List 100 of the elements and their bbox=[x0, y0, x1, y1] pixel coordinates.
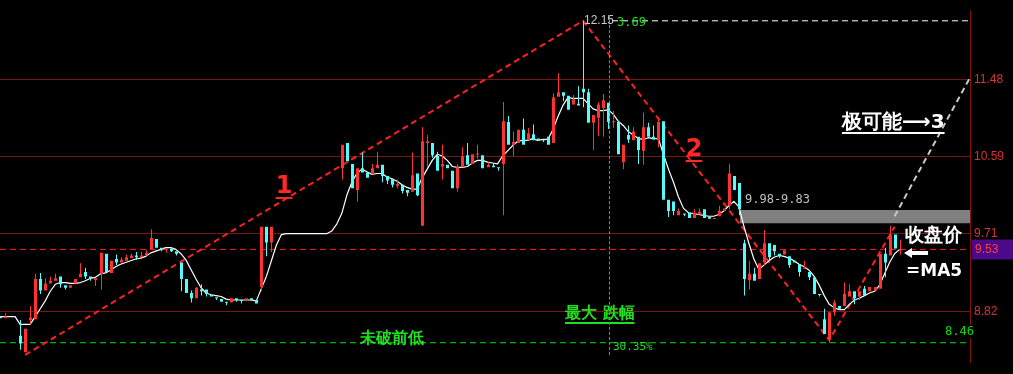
candlestick bbox=[456, 163, 459, 192]
candlestick bbox=[19, 320, 22, 350]
candlestick bbox=[894, 234, 897, 249]
candlestick bbox=[693, 209, 696, 218]
candlestick bbox=[868, 286, 871, 292]
candlestick bbox=[371, 163, 374, 175]
candlestick bbox=[748, 260, 751, 290]
candlestick bbox=[512, 131, 515, 157]
candlestick bbox=[356, 168, 359, 202]
candlestick bbox=[567, 95, 570, 110]
candlestick bbox=[396, 179, 399, 189]
candlestick bbox=[698, 208, 701, 215]
candlestick bbox=[451, 170, 454, 189]
candlestick bbox=[879, 253, 882, 289]
candlestick bbox=[552, 93, 555, 143]
candlestick bbox=[874, 286, 877, 291]
candlestick bbox=[376, 151, 379, 169]
candlestick bbox=[391, 178, 394, 188]
y-tick-label: 8.82 bbox=[974, 303, 998, 318]
candlestick bbox=[773, 245, 776, 256]
candlestick bbox=[848, 284, 851, 297]
candlestick bbox=[49, 276, 52, 284]
candlestick bbox=[853, 291, 856, 305]
candlestick bbox=[165, 248, 168, 253]
candlestick bbox=[225, 301, 228, 306]
candlestick bbox=[74, 279, 77, 284]
candlestick bbox=[718, 205, 721, 217]
candlestick bbox=[426, 135, 429, 167]
candlestick bbox=[723, 208, 726, 211]
y-tick-label: 10.59 bbox=[974, 149, 1005, 164]
candlestick bbox=[351, 163, 354, 189]
candlestick bbox=[120, 257, 123, 263]
candlestick bbox=[215, 297, 218, 300]
candlestick bbox=[602, 94, 605, 137]
candlestick bbox=[813, 277, 816, 294]
candlestick bbox=[572, 94, 575, 105]
candlestick bbox=[753, 267, 756, 281]
candlestick bbox=[497, 167, 500, 171]
candlestick bbox=[64, 285, 67, 290]
candlestick bbox=[361, 152, 364, 173]
candlestick bbox=[828, 312, 831, 343]
ref-line-label: 8.46 bbox=[945, 323, 974, 338]
candlestick bbox=[461, 147, 464, 168]
candlestick bbox=[406, 190, 409, 197]
candlestick bbox=[481, 155, 484, 169]
candlestick bbox=[577, 86, 580, 106]
candlestick bbox=[542, 139, 545, 143]
candlestick bbox=[24, 328, 27, 353]
candlestick bbox=[155, 238, 158, 248]
candlestick bbox=[657, 117, 660, 148]
candlestick bbox=[270, 226, 273, 252]
y-tick-label: 11.48 bbox=[974, 71, 1004, 86]
candlestick bbox=[69, 285, 72, 288]
candlestick bbox=[411, 152, 414, 192]
candlestick bbox=[416, 173, 419, 197]
candlestick bbox=[190, 290, 193, 303]
candlestick bbox=[89, 276, 92, 281]
candlestick bbox=[733, 176, 736, 191]
candlestick bbox=[245, 298, 248, 301]
candlestick bbox=[557, 73, 560, 97]
candlestick bbox=[84, 267, 87, 280]
candlestick bbox=[672, 201, 675, 216]
annotation: 30.35% bbox=[613, 340, 654, 353]
candlestick bbox=[79, 263, 82, 278]
candlestick bbox=[100, 252, 103, 290]
candlestick bbox=[235, 298, 238, 302]
annotation: 1 bbox=[275, 171, 293, 199]
candlestick bbox=[195, 286, 198, 299]
candlestick bbox=[677, 208, 680, 216]
candlestick bbox=[507, 115, 510, 145]
candlestick bbox=[738, 183, 741, 216]
candlestick bbox=[421, 127, 424, 226]
candlestick bbox=[386, 176, 389, 184]
candlestick bbox=[105, 253, 108, 273]
candlestick bbox=[763, 230, 766, 266]
candlestick bbox=[662, 121, 665, 200]
candlestick bbox=[125, 254, 128, 261]
candlestick bbox=[843, 282, 846, 307]
candlestick bbox=[401, 184, 404, 194]
candlestick bbox=[135, 252, 138, 260]
candlestick bbox=[562, 92, 565, 102]
candlestick bbox=[808, 272, 811, 280]
candlestick bbox=[617, 122, 620, 155]
candlestick bbox=[441, 144, 444, 180]
annotation: 2 bbox=[685, 134, 703, 162]
band-label: 9.98-9.83 bbox=[745, 192, 811, 207]
candlestick bbox=[446, 164, 449, 169]
candlestick bbox=[823, 308, 826, 335]
candlestick bbox=[838, 306, 841, 310]
candlestick bbox=[612, 110, 615, 129]
candlestick bbox=[54, 273, 57, 281]
candlestick bbox=[220, 299, 223, 302]
candlestick bbox=[884, 247, 887, 278]
candlestick bbox=[597, 101, 600, 136]
candlestick bbox=[366, 172, 369, 178]
candlestick bbox=[110, 260, 113, 273]
candlestick bbox=[889, 225, 892, 256]
annotation: 最大 跌幅 bbox=[564, 303, 635, 322]
annotation: 3.69 bbox=[617, 15, 646, 29]
candlestick bbox=[175, 251, 178, 256]
